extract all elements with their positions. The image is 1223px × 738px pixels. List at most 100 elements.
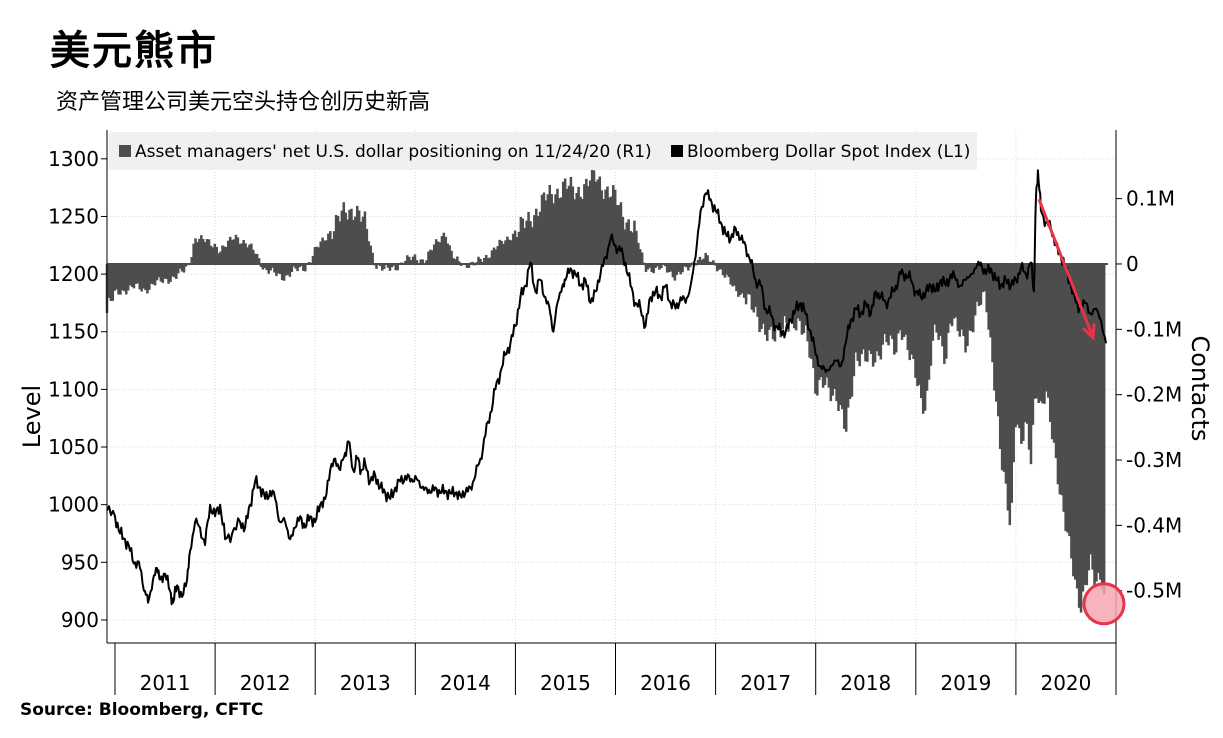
positioning-bar [1058, 263, 1062, 495]
positioning-bar [529, 221, 532, 264]
positioning-bar [927, 263, 931, 380]
positioning-bar [893, 263, 896, 355]
positioning-bar [124, 263, 128, 295]
positioning-bar [1035, 263, 1039, 399]
positioning-bar [923, 263, 927, 411]
positioning-bar [968, 263, 971, 331]
positioning-bar [236, 237, 240, 264]
positioning-bar [673, 263, 677, 281]
positioning-bar [1022, 263, 1025, 441]
positioning-bar [698, 256, 702, 264]
positioning-bar [619, 202, 623, 264]
positioning-bar [315, 246, 319, 264]
year-label: 2016 [640, 671, 691, 695]
positioning-bar [327, 233, 330, 264]
positioning-bar [627, 219, 630, 264]
positioning-bar [165, 263, 168, 280]
positioning-bar [740, 263, 744, 294]
left-tick-label: 1050 [48, 435, 99, 459]
positioning-bar [298, 263, 301, 268]
positioning-bar [991, 263, 994, 363]
positioning-bar [646, 263, 650, 270]
positioning-bar [906, 263, 910, 351]
positioning-bar [161, 263, 165, 283]
positioning-bar [346, 219, 349, 264]
positioning-bar [746, 263, 750, 295]
positioning-bar [671, 263, 675, 278]
positioning-bar [775, 263, 779, 329]
positioning-bar [637, 242, 640, 264]
positioning-bar [115, 263, 118, 290]
positioning-bar [119, 263, 122, 295]
positioning-bar [812, 263, 815, 369]
positioning-bar [565, 188, 569, 264]
positioning-bar [521, 218, 525, 264]
positioning-bar [215, 246, 218, 264]
positioning-bar [456, 256, 459, 264]
positioning-bar [563, 178, 567, 264]
left-tick-label: 1000 [48, 493, 99, 517]
positioning-bar [715, 263, 719, 272]
positioning-bar [1099, 263, 1102, 580]
positioning-bar [989, 263, 992, 338]
positioning-bar [515, 237, 519, 264]
positioning-bar [744, 263, 748, 305]
positioning-bar [891, 263, 894, 340]
positioning-bar [155, 263, 159, 281]
positioning-bar [773, 263, 777, 342]
positioning-bar [860, 263, 863, 355]
positioning-bar [827, 263, 831, 388]
positioning-bar [1025, 263, 1029, 424]
positioning-bar [804, 263, 808, 326]
positioning-bar [979, 263, 983, 305]
positioning-bar [779, 263, 783, 338]
positioning-bar [571, 186, 575, 264]
positioning-bar [325, 240, 328, 264]
positioning-bar [263, 263, 267, 269]
positioning-bar [250, 243, 253, 264]
positioning-bar [1085, 263, 1089, 586]
year-label: 2017 [740, 671, 791, 695]
positioning-bar [396, 263, 399, 271]
positioning-bar [848, 263, 852, 400]
positioning-bar [750, 263, 754, 310]
positioning-bar [610, 196, 613, 264]
right-tick-label: -0.5M [1126, 579, 1182, 603]
positioning-bar [525, 220, 528, 264]
positioning-bar [966, 263, 969, 346]
positioning-bar [382, 263, 386, 269]
positioning-bar [238, 243, 242, 264]
positioning-bar [796, 263, 800, 319]
positioning-bar [993, 263, 996, 391]
positioning-bar [914, 263, 917, 378]
positioning-bar [230, 239, 234, 264]
positioning-bar [261, 263, 265, 270]
positioning-bar [1102, 263, 1106, 595]
positioning-bar [1075, 263, 1079, 589]
positioning-bar [163, 263, 167, 279]
positioning-bar [458, 261, 461, 264]
year-label: 2018 [840, 671, 891, 695]
positioning-bar [621, 216, 625, 264]
positioning-bar [567, 185, 571, 264]
year-label: 2013 [340, 671, 391, 695]
positioning-bar [232, 239, 236, 264]
positioning-bar [427, 251, 430, 264]
positioning-bar [931, 263, 935, 341]
positioning-bar [1018, 263, 1021, 429]
positioning-bar [712, 260, 715, 264]
positioning-bar [375, 263, 378, 269]
positioning-bar [157, 263, 161, 278]
positioning-bar [1023, 263, 1027, 423]
positioning-bar [277, 263, 280, 274]
positioning-bar [1041, 263, 1044, 404]
positioning-bar [945, 263, 948, 359]
positioning-bar [494, 249, 498, 264]
positioning-bar [136, 263, 140, 284]
positioning-bar [273, 263, 276, 273]
positioning-bar [180, 263, 184, 272]
positioning-bar [660, 263, 663, 269]
positioning-bar [864, 263, 867, 362]
positioning-bar [221, 245, 224, 264]
positioning-bar [479, 258, 482, 264]
